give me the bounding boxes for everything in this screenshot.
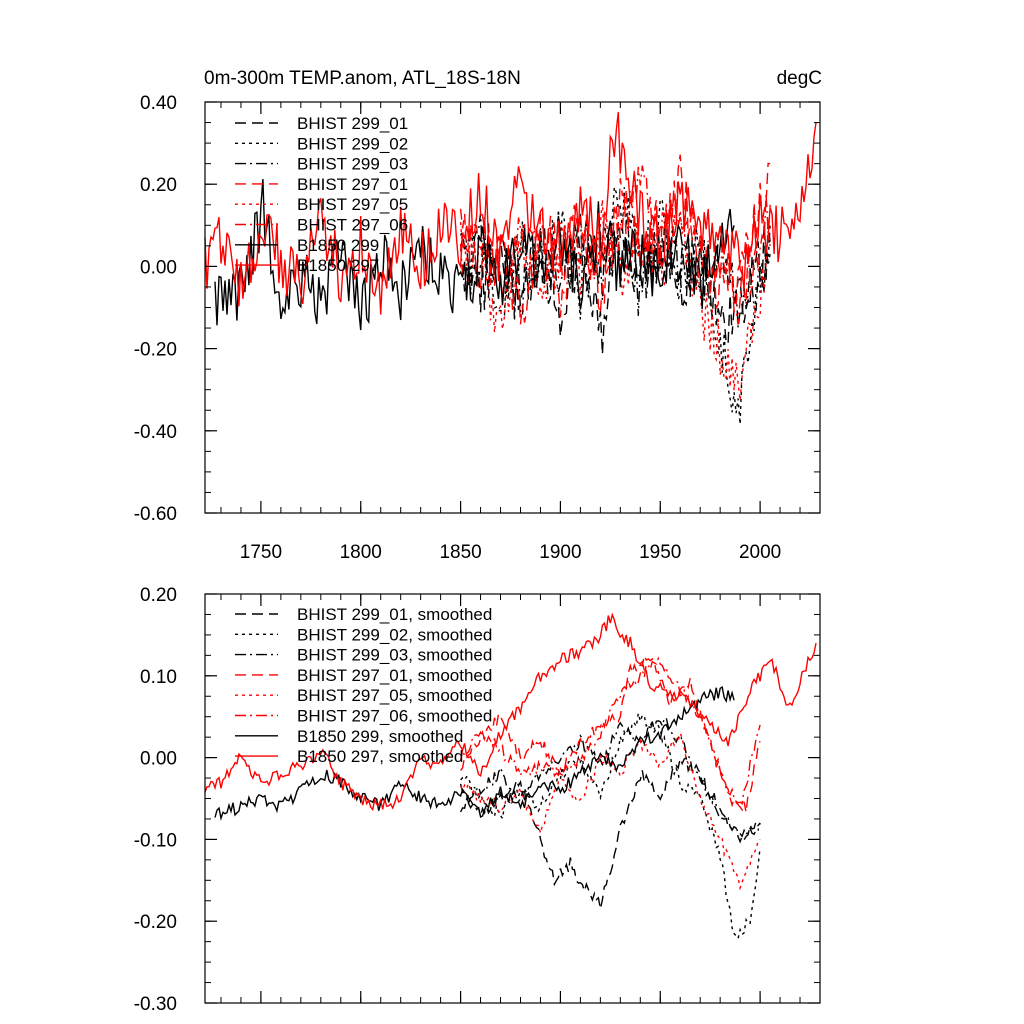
top-chart-title: 0m-300m TEMP.anom, ATL_18S-18N [204,68,521,89]
series-line-2 [460,713,761,940]
x-tick-label: 1800 [340,542,382,563]
bottom-axis-ticks: 0.20 0.10 0.00 -0.10 -0.20 -0.30 [134,585,821,1015]
y-tick-label: 0.00 [140,749,177,770]
legend-label: BHIST 299_03, smoothed [297,646,492,665]
x-tick-label: 1750 [240,542,282,563]
series-line-5 [459,199,771,401]
y-tick-label: -0.20 [134,912,177,933]
bottom-series-group [204,612,817,940]
bottom-plot-frame [204,593,821,1004]
y-tick-label: -0.10 [134,830,177,851]
legend-label: BHIST 299_01 [297,114,408,133]
series-line-7 [214,685,735,822]
x-tick-label: 2000 [739,542,781,563]
legend-label: BHIST 297_06 [297,216,408,235]
series-line-3 [459,717,761,838]
top-axis-ticks: 0.40 0.20 0.00 -0.20 -0.40 -0.60 1750 1800 1850 1… [134,93,821,563]
top-plot-frame [204,101,821,514]
series-line-8 [204,612,817,812]
series-line-8 [204,111,817,315]
legend-label: BHIST 299_01, smoothed [297,605,492,624]
top-chart-panel: 0m-300m TEMP.anom, ATL_18S-18N degC 0.40… [134,68,822,563]
series-line-6 [459,656,761,806]
x-tick-label: 1950 [639,542,681,563]
y-tick-label: -0.40 [134,422,177,443]
y-tick-label: 0.20 [140,175,177,196]
legend-label: B1850 299, smoothed [297,727,463,746]
y-tick-label: 0.10 [140,667,177,688]
bottom-chart-panel: 0.20 0.10 0.00 -0.10 -0.20 -0.30 BHIST 299_01… [134,585,821,1015]
y-tick-label: -0.20 [134,340,177,361]
y-tick-label: -0.60 [134,504,177,525]
series-line-4 [460,653,761,813]
x-tick-label: 1900 [539,542,581,563]
legend-label: BHIST 297_05, smoothed [297,686,492,705]
legend-label: B1850 299 [297,236,379,255]
top-chart-units: degC [777,68,822,89]
series-line-7 [214,178,735,331]
y-tick-label: 0.40 [140,93,177,114]
legend-label: BHIST 299_02 [297,134,408,153]
y-tick-label: 0.20 [140,585,177,606]
legend-label: BHIST 297_01, smoothed [297,666,492,685]
legend-label: B1850 297 [297,256,379,275]
legend-label: B1850 297, smoothed [297,747,463,766]
x-tick-label: 1850 [439,542,481,563]
legend-label: BHIST 299_03 [297,155,408,174]
series-line-2 [459,186,771,425]
legend-label: BHIST 297_06, smoothed [297,707,492,726]
top-series-group [204,111,817,425]
series-line-4 [459,154,771,325]
y-tick-label: -0.30 [134,994,177,1015]
legend-label: BHIST 299_02, smoothed [297,625,492,644]
legend-label: BHIST 297_01 [297,175,408,194]
y-tick-label: 0.00 [140,257,177,278]
legend-label: BHIST 297_05 [297,195,408,214]
